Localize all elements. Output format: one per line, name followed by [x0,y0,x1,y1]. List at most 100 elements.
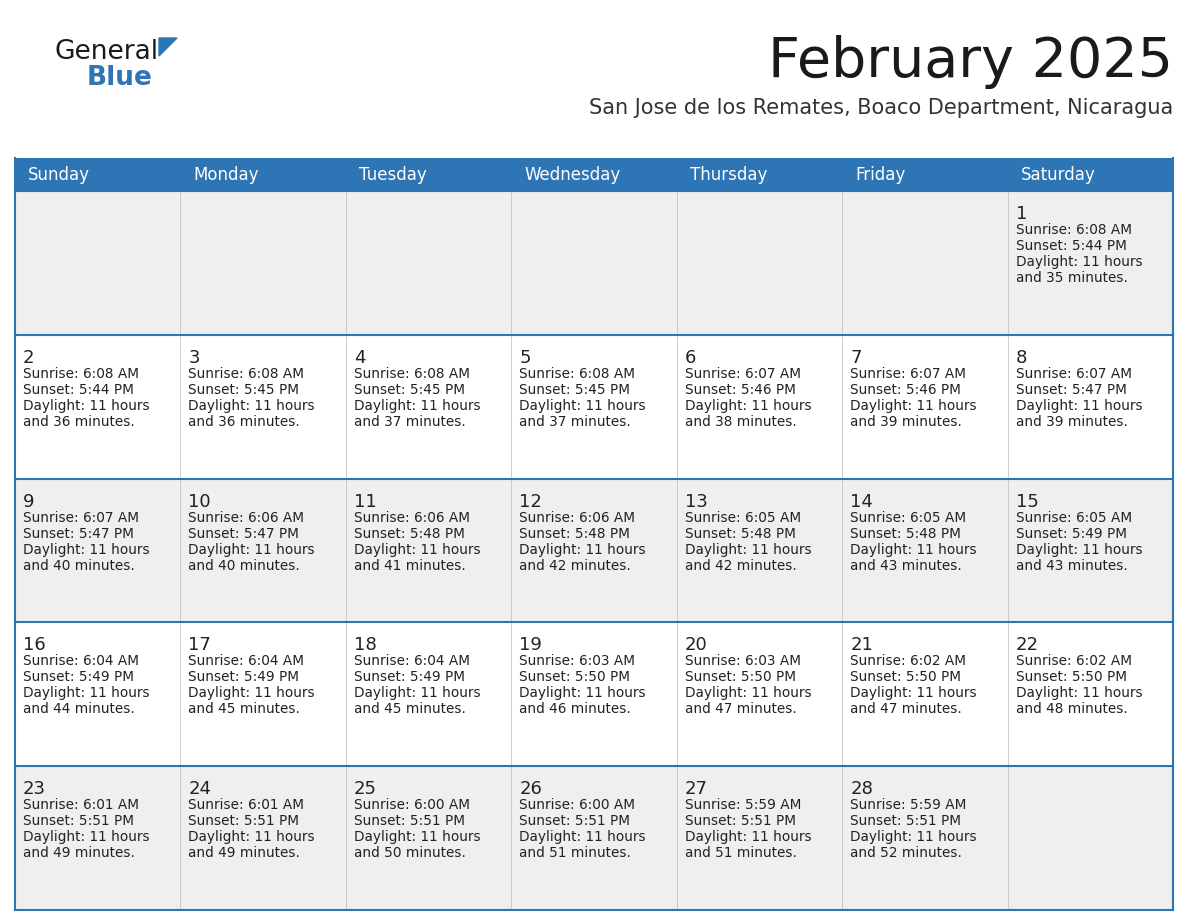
Bar [842,158,1007,191]
Text: Daylight: 11 hours: Daylight: 11 hours [1016,543,1142,556]
Text: Sunrise: 6:03 AM: Sunrise: 6:03 AM [684,655,801,668]
Text: Daylight: 11 hours: Daylight: 11 hours [354,687,480,700]
Text: and 50 minutes.: and 50 minutes. [354,846,466,860]
Text: Daylight: 11 hours: Daylight: 11 hours [1016,687,1142,700]
Text: 15: 15 [1016,493,1038,510]
Bar [677,158,842,191]
Bar [15,767,1173,910]
Text: Daylight: 11 hours: Daylight: 11 hours [189,543,315,556]
Text: Daylight: 11 hours: Daylight: 11 hours [189,687,315,700]
Text: Sunset: 5:46 PM: Sunset: 5:46 PM [684,383,796,397]
Text: Sunrise: 6:07 AM: Sunrise: 6:07 AM [23,510,139,524]
Text: and 36 minutes.: and 36 minutes. [189,415,301,429]
Text: and 46 minutes.: and 46 minutes. [519,702,631,716]
Text: and 38 minutes.: and 38 minutes. [684,415,796,429]
Text: and 37 minutes.: and 37 minutes. [354,415,466,429]
Text: Sunrise: 6:05 AM: Sunrise: 6:05 AM [684,510,801,524]
Text: 4: 4 [354,349,366,367]
Text: and 49 minutes.: and 49 minutes. [23,846,135,860]
Text: Thursday: Thursday [690,165,767,184]
Text: Sunrise: 6:03 AM: Sunrise: 6:03 AM [519,655,636,668]
Text: Daylight: 11 hours: Daylight: 11 hours [519,543,646,556]
Text: Sunset: 5:48 PM: Sunset: 5:48 PM [354,527,465,541]
Text: Sunset: 5:51 PM: Sunset: 5:51 PM [851,814,961,828]
Text: 7: 7 [851,349,861,367]
Bar [15,191,1173,335]
Bar [15,158,181,191]
Text: and 37 minutes.: and 37 minutes. [519,415,631,429]
Text: 3: 3 [189,349,200,367]
Text: and 42 minutes.: and 42 minutes. [519,558,631,573]
Text: Sunset: 5:46 PM: Sunset: 5:46 PM [851,383,961,397]
Text: and 43 minutes.: and 43 minutes. [1016,558,1127,573]
Text: and 47 minutes.: and 47 minutes. [684,702,796,716]
Text: 21: 21 [851,636,873,655]
Text: Sunrise: 6:04 AM: Sunrise: 6:04 AM [189,655,304,668]
Text: Daylight: 11 hours: Daylight: 11 hours [23,687,150,700]
Text: Sunset: 5:45 PM: Sunset: 5:45 PM [354,383,465,397]
Text: and 48 minutes.: and 48 minutes. [1016,702,1127,716]
Text: 19: 19 [519,636,542,655]
Text: and 40 minutes.: and 40 minutes. [189,558,301,573]
Text: Daylight: 11 hours: Daylight: 11 hours [684,687,811,700]
Text: and 36 minutes.: and 36 minutes. [23,415,134,429]
Text: Daylight: 11 hours: Daylight: 11 hours [354,830,480,845]
Bar [15,335,1173,478]
Text: 20: 20 [684,636,708,655]
Text: 10: 10 [189,493,211,510]
Text: Sunrise: 6:07 AM: Sunrise: 6:07 AM [684,367,801,381]
Text: Sunrise: 6:07 AM: Sunrise: 6:07 AM [1016,367,1132,381]
Text: Sunrise: 6:06 AM: Sunrise: 6:06 AM [189,510,304,524]
Text: Sunset: 5:49 PM: Sunset: 5:49 PM [23,670,134,685]
Text: Sunset: 5:50 PM: Sunset: 5:50 PM [851,670,961,685]
Text: Monday: Monday [194,165,259,184]
Bar [15,478,1173,622]
Text: Sunset: 5:44 PM: Sunset: 5:44 PM [1016,239,1126,253]
Text: Sunset: 5:51 PM: Sunset: 5:51 PM [684,814,796,828]
Text: Daylight: 11 hours: Daylight: 11 hours [684,398,811,413]
Text: Sunset: 5:51 PM: Sunset: 5:51 PM [519,814,631,828]
Text: Daylight: 11 hours: Daylight: 11 hours [23,543,150,556]
Text: Daylight: 11 hours: Daylight: 11 hours [684,830,811,845]
Text: Sunset: 5:51 PM: Sunset: 5:51 PM [189,814,299,828]
Text: Sunset: 5:50 PM: Sunset: 5:50 PM [1016,670,1126,685]
Text: Sunrise: 6:04 AM: Sunrise: 6:04 AM [23,655,139,668]
Text: Sunrise: 5:59 AM: Sunrise: 5:59 AM [851,798,967,812]
Text: Daylight: 11 hours: Daylight: 11 hours [23,398,150,413]
Text: Sunrise: 6:08 AM: Sunrise: 6:08 AM [189,367,304,381]
Text: Daylight: 11 hours: Daylight: 11 hours [1016,398,1142,413]
Text: Saturday: Saturday [1020,165,1095,184]
Bar [1007,158,1173,191]
Text: Sunrise: 6:04 AM: Sunrise: 6:04 AM [354,655,470,668]
Text: Sunrise: 6:02 AM: Sunrise: 6:02 AM [851,655,966,668]
Text: and 49 minutes.: and 49 minutes. [189,846,301,860]
Text: 14: 14 [851,493,873,510]
Text: Friday: Friday [855,165,905,184]
Text: Daylight: 11 hours: Daylight: 11 hours [189,398,315,413]
Text: Sunset: 5:47 PM: Sunset: 5:47 PM [189,527,299,541]
Text: 11: 11 [354,493,377,510]
Text: Blue: Blue [87,65,153,91]
Text: 9: 9 [23,493,34,510]
Text: Daylight: 11 hours: Daylight: 11 hours [851,687,977,700]
Text: and 43 minutes.: and 43 minutes. [851,558,962,573]
Text: 8: 8 [1016,349,1026,367]
Text: Sunrise: 6:08 AM: Sunrise: 6:08 AM [354,367,470,381]
Text: Daylight: 11 hours: Daylight: 11 hours [851,398,977,413]
Text: Sunrise: 6:07 AM: Sunrise: 6:07 AM [851,367,966,381]
Text: 28: 28 [851,780,873,798]
Text: Tuesday: Tuesday [359,165,426,184]
Text: and 44 minutes.: and 44 minutes. [23,702,134,716]
Text: Wednesday: Wednesday [525,165,621,184]
Bar [181,158,346,191]
Text: 24: 24 [189,780,211,798]
Text: Daylight: 11 hours: Daylight: 11 hours [519,830,646,845]
Text: Daylight: 11 hours: Daylight: 11 hours [851,543,977,556]
Text: 25: 25 [354,780,377,798]
Text: 23: 23 [23,780,46,798]
Text: Sunset: 5:51 PM: Sunset: 5:51 PM [354,814,465,828]
Text: and 45 minutes.: and 45 minutes. [189,702,301,716]
Text: Daylight: 11 hours: Daylight: 11 hours [354,543,480,556]
Text: Sunrise: 6:05 AM: Sunrise: 6:05 AM [851,510,966,524]
Text: Sunset: 5:49 PM: Sunset: 5:49 PM [354,670,465,685]
